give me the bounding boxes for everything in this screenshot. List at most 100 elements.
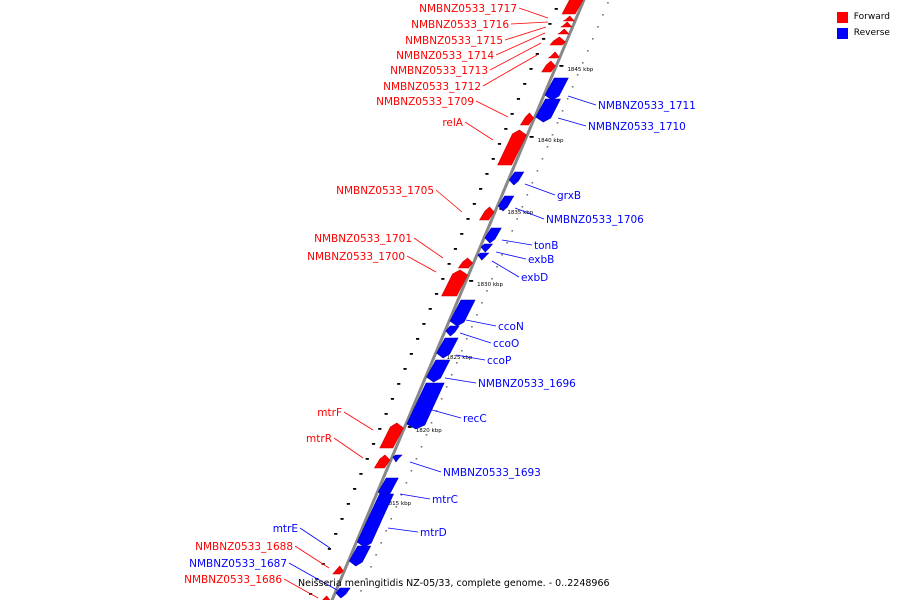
gene-label-nmbnz0533-1705[interactable]: NMBNZ0533_1705 xyxy=(336,185,434,197)
reverse-gene-arrow[interactable] xyxy=(426,359,451,383)
gene-label-ccon[interactable]: ccoN xyxy=(498,321,524,333)
gene-label-nmbnz0533-1687[interactable]: NMBNZ0533_1687 xyxy=(189,558,287,570)
scale-dot xyxy=(481,302,483,304)
scale-dot xyxy=(360,590,362,592)
reverse-gene-arrow[interactable] xyxy=(449,299,476,327)
reverse-gene-arrow[interactable] xyxy=(480,243,494,253)
gene-label-mtre[interactable]: mtrE xyxy=(273,523,298,535)
scale-dot xyxy=(607,2,609,4)
reverse-gene-arrow[interactable] xyxy=(348,545,372,567)
reverse-gene-arrow[interactable] xyxy=(498,195,515,212)
forward-gene-arrow[interactable] xyxy=(549,36,566,46)
forward-swatch xyxy=(836,11,848,23)
gene-label-recc[interactable]: recC xyxy=(463,413,487,425)
gene-label-nmbnz0533-1710[interactable]: NMBNZ0533_1710 xyxy=(588,121,686,133)
reverse-gene-arrow[interactable] xyxy=(445,325,460,337)
leader-line xyxy=(510,21,549,25)
gene-label-nmbnz0533-1686[interactable]: NMBNZ0533_1686 xyxy=(184,574,282,586)
scale-tick xyxy=(327,548,332,550)
scale-tick xyxy=(466,218,470,220)
gene-label-rela[interactable]: relA xyxy=(442,117,463,129)
scale-tick xyxy=(479,188,483,190)
gene-label-nmbnz0533-1700[interactable]: NMBNZ0533_1700 xyxy=(307,251,405,263)
forward-gene-arrow[interactable] xyxy=(560,21,573,28)
scale-tick xyxy=(504,128,508,130)
gene-label-nmbnz0533-1701[interactable]: NMBNZ0533_1701 xyxy=(314,233,412,245)
forward-gene-arrow[interactable] xyxy=(541,60,556,73)
leader-line xyxy=(435,189,463,213)
reverse-gene-arrow[interactable] xyxy=(484,227,502,244)
gene-label-nmbnz0533-1709[interactable]: NMBNZ0533_1709 xyxy=(376,96,474,108)
forward-gene-arrow[interactable] xyxy=(332,565,344,575)
gene-label-nmbnz0533-1717[interactable]: NMBNZ0533_1717 xyxy=(419,3,517,15)
scale-tick xyxy=(403,368,407,370)
scale-dot xyxy=(541,158,544,160)
leader-line xyxy=(465,319,497,327)
gene-label-nmbnz0533-1714[interactable]: NMBNZ0533_1714 xyxy=(396,50,494,62)
scale-tick xyxy=(428,308,432,310)
forward-gene-arrow[interactable] xyxy=(563,15,575,22)
reverse-gene-arrow[interactable] xyxy=(477,252,490,261)
scale-dot xyxy=(380,542,382,544)
gene-label-nmbnz0533-1706[interactable]: NMBNZ0533_1706 xyxy=(546,214,644,226)
gene-label-mtrr[interactable]: mtrR xyxy=(306,433,332,445)
scale-tick xyxy=(441,278,445,280)
gene-label-nmbnz0533-1688[interactable]: NMBNZ0533_1688 xyxy=(195,541,293,553)
reverse-gene-arrow[interactable] xyxy=(406,382,445,430)
scale-dot xyxy=(496,266,498,268)
scale-tick xyxy=(365,458,369,460)
forward-gene-arrow[interactable] xyxy=(457,257,474,269)
gene-label-nmbnz0533-1693[interactable]: NMBNZ0533_1693 xyxy=(443,467,541,479)
scale-dot xyxy=(365,578,367,580)
gene-label-mtrc[interactable]: mtrC xyxy=(432,494,458,506)
scale-dot xyxy=(476,314,478,316)
scale-dot xyxy=(561,110,564,112)
scale-label: 1825 kbp xyxy=(446,355,472,361)
gene-label-exbb[interactable]: exbB xyxy=(528,254,554,266)
gene-label-tonb[interactable]: tonB xyxy=(534,240,558,252)
reverse-gene-arrow[interactable] xyxy=(356,493,394,548)
reverse-gene-arrow[interactable] xyxy=(535,98,561,123)
leader-line xyxy=(455,354,486,361)
gene-label-nmbnz0533-1716[interactable]: NMBNZ0533_1716 xyxy=(411,19,509,31)
reverse-gene-arrow[interactable] xyxy=(544,77,569,101)
gene-label-nmbnz0533-1712[interactable]: NMBNZ0533_1712 xyxy=(383,81,481,93)
scale-dot xyxy=(531,182,534,184)
forward-gene-arrow[interactable] xyxy=(320,595,331,600)
reverse-gene-arrow[interactable] xyxy=(335,587,351,599)
gene-label-nmbnz0533-1696[interactable]: NMBNZ0533_1696 xyxy=(478,378,576,390)
scale-tick xyxy=(340,518,344,520)
forward-gene-arrow[interactable] xyxy=(557,28,570,35)
gene-label-nmbnz0533-1711[interactable]: NMBNZ0533_1711 xyxy=(598,100,696,112)
scale-tick xyxy=(542,38,546,40)
forward-gene-arrow[interactable] xyxy=(561,0,584,15)
reverse-gene-arrow[interactable] xyxy=(508,171,525,186)
gene-label-exbd[interactable]: exbD xyxy=(521,272,548,284)
forward-gene-arrow[interactable] xyxy=(479,206,495,221)
gene-label-grxb[interactable]: grxB xyxy=(557,190,581,202)
leader-line xyxy=(409,461,442,473)
forward-gene-arrow[interactable] xyxy=(441,269,468,297)
forward-gene-arrow[interactable] xyxy=(373,454,391,469)
forward-gene-arrow[interactable] xyxy=(519,112,534,126)
scale-tick xyxy=(529,68,533,70)
forward-gene-arrow[interactable] xyxy=(547,51,560,59)
scale-dot xyxy=(597,26,599,28)
leader-line xyxy=(283,578,319,599)
forward-gene-arrow[interactable] xyxy=(379,422,404,449)
gene-label-ccop[interactable]: ccoP xyxy=(487,355,511,367)
gene-label-nmbnz0533-1715[interactable]: NMBNZ0533_1715 xyxy=(405,35,503,47)
reverse-gene-arrow[interactable] xyxy=(436,337,459,359)
scale-dot xyxy=(521,206,524,208)
gene-label-ccoo[interactable]: ccoO xyxy=(493,338,519,350)
scale-label: 1815 kbp xyxy=(385,501,411,507)
reverse-gene-arrow[interactable] xyxy=(392,454,403,463)
gene-label-mtrd[interactable]: mtrD xyxy=(420,527,447,539)
leader-line xyxy=(514,207,545,220)
leader-line xyxy=(489,42,542,71)
gene-label-mtrf[interactable]: mtrF xyxy=(317,407,342,419)
leader-line xyxy=(444,377,477,384)
forward-gene-arrow[interactable] xyxy=(497,129,527,166)
gene-label-nmbnz0533-1713[interactable]: NMBNZ0533_1713 xyxy=(390,65,488,77)
